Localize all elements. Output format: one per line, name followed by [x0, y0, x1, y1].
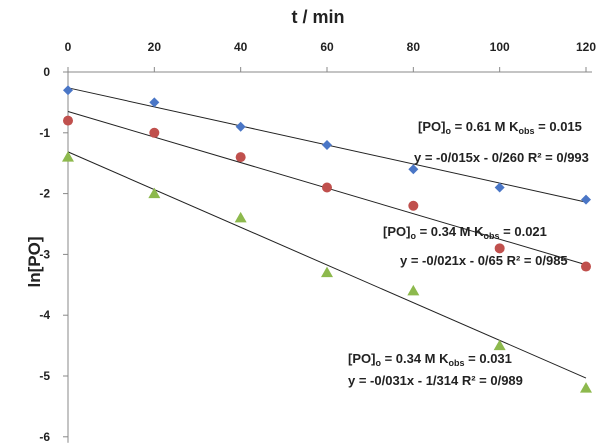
- series-2-point: [149, 127, 160, 138]
- series-1-point: [581, 194, 591, 205]
- x-tick-label: 0: [65, 40, 72, 54]
- x-axis-title: t / min: [292, 7, 345, 27]
- series-3-point: [148, 187, 161, 199]
- series-1-point: [322, 139, 332, 150]
- x-tick-label: 120: [576, 40, 596, 54]
- series-1-po-subscript: o: [445, 126, 451, 136]
- x-tick-label: 20: [148, 40, 162, 54]
- series-3-kobs-subscript: obs: [449, 358, 465, 368]
- series-3-concentration: = 0.34 M K: [381, 351, 449, 366]
- series-2-annotation-line1: [PO]o = 0.34 M Kobs = 0.021: [383, 224, 547, 241]
- series-1-annotation-line1: [PO]o = 0.61 M Kobs = 0.015: [418, 119, 582, 136]
- series-2-point: [581, 261, 591, 272]
- series-3-point: [321, 266, 333, 278]
- y-tick-label: -4: [39, 308, 50, 322]
- series-3-point: [407, 284, 420, 296]
- series-3-point: [493, 339, 506, 351]
- x-tick-labels: 0 20 40 60 80 100 120: [65, 40, 597, 54]
- series-2-point: [408, 200, 419, 211]
- series-2-equation: y = -0/021x - 0/65 R² = 0/985: [400, 253, 568, 268]
- series-1-po-label: [PO]: [418, 119, 445, 134]
- series-2-concentration: = 0.34 M K: [416, 224, 484, 239]
- y-tick-label: -5: [39, 369, 50, 383]
- series-3-annotation-line1: [PO]o = 0.34 M Kobs = 0.031: [348, 351, 512, 368]
- series-2-point: [63, 115, 73, 126]
- series-3-point: [580, 382, 592, 393]
- series-1-kobs-value: = 0.015: [535, 119, 582, 134]
- axes: [63, 67, 592, 443]
- series-3-point: [62, 151, 74, 162]
- series-2-po-label: [PO]: [383, 224, 410, 239]
- series-2-kobs-value: = 0.021: [500, 224, 547, 239]
- series-2-po-subscript: o: [410, 231, 416, 241]
- series-1-point: [63, 85, 73, 96]
- series-2-kobs-subscript: obs: [484, 231, 500, 241]
- x-tick-label: 100: [490, 40, 510, 54]
- series-1-point: [494, 182, 505, 193]
- series-2-point: [494, 243, 505, 254]
- y-tick-label: -3: [39, 247, 50, 261]
- series-2-point: [322, 182, 332, 193]
- y-tick-label: -1: [39, 126, 50, 140]
- series-3-point: [234, 211, 247, 223]
- series-1-equation: y = -0/015x - 0/260 R² = 0/993: [414, 150, 589, 165]
- x-tick-label: 80: [407, 40, 421, 54]
- x-tick-label: 60: [320, 40, 334, 54]
- series-1-kobs-subscript: obs: [519, 126, 535, 136]
- series-1-point: [149, 97, 160, 108]
- series-1-point: [235, 121, 246, 132]
- series-1-concentration: = 0.61 M K: [451, 119, 519, 134]
- series-3-equation: y = -0/031x - 1/314 R² = 0/989: [348, 373, 523, 388]
- x-tick-label: 40: [234, 40, 248, 54]
- series-1-point: [408, 164, 419, 175]
- series-3-po-subscript: o: [375, 358, 381, 368]
- data-markers: [62, 85, 592, 393]
- series-3-po-label: [PO]: [348, 351, 375, 366]
- y-tick-labels: 0 -1 -2 -3 -4 -5 -6: [39, 65, 50, 444]
- y-tick-label: -6: [39, 430, 50, 444]
- series-2-point: [235, 152, 246, 163]
- y-axis-title: ln[PO]: [25, 237, 44, 288]
- y-tick-label: 0: [43, 65, 50, 79]
- y-tick-label: -2: [39, 187, 50, 201]
- series-3-kobs-value: = 0.031: [465, 351, 512, 366]
